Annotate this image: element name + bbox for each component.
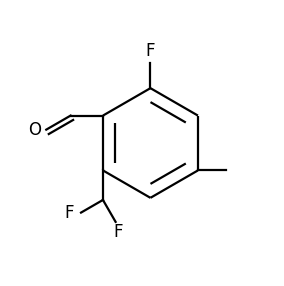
Text: F: F <box>146 42 155 60</box>
Text: F: F <box>114 223 123 241</box>
Text: O: O <box>28 121 41 139</box>
Text: F: F <box>64 204 74 222</box>
